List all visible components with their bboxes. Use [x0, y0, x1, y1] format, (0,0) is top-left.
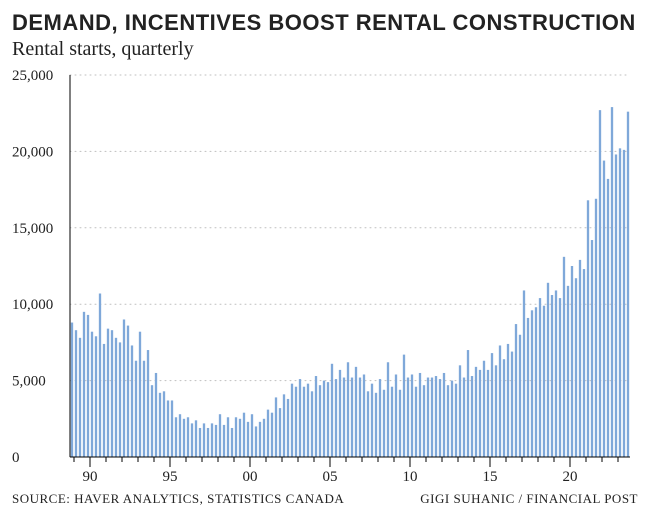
svg-text:00: 00 [243, 469, 258, 485]
svg-text:25,000: 25,000 [12, 68, 53, 84]
svg-text:95: 95 [163, 469, 178, 485]
svg-text:05: 05 [323, 469, 338, 485]
svg-text:20: 20 [563, 469, 578, 485]
svg-text:20,000: 20,000 [12, 144, 53, 160]
chart-subtitle: Rental starts, quarterly [12, 38, 638, 61]
credit-text: GIGI SUHANIC / FINANCIAL POST [420, 491, 638, 507]
svg-text:10,000: 10,000 [12, 297, 53, 313]
svg-text:0: 0 [12, 450, 20, 466]
chart-title: DEMAND, INCENTIVES BOOST RENTAL CONSTRUC… [12, 10, 638, 36]
svg-text:5,000: 5,000 [12, 374, 46, 390]
bar-chart: 0 5,000 10,000 15,000 20,000 25,000 90 95 00 05 10… [12, 67, 638, 487]
svg-text:15,000: 15,000 [12, 221, 53, 237]
svg-text:90: 90 [83, 469, 98, 485]
svg-text:15: 15 [483, 469, 498, 485]
source-text: SOURCE: HAVER ANALYTICS, STATISTICS CANA… [12, 491, 344, 507]
svg-text:10: 10 [403, 469, 418, 485]
footer-row: SOURCE: HAVER ANALYTICS, STATISTICS CANA… [12, 491, 638, 507]
